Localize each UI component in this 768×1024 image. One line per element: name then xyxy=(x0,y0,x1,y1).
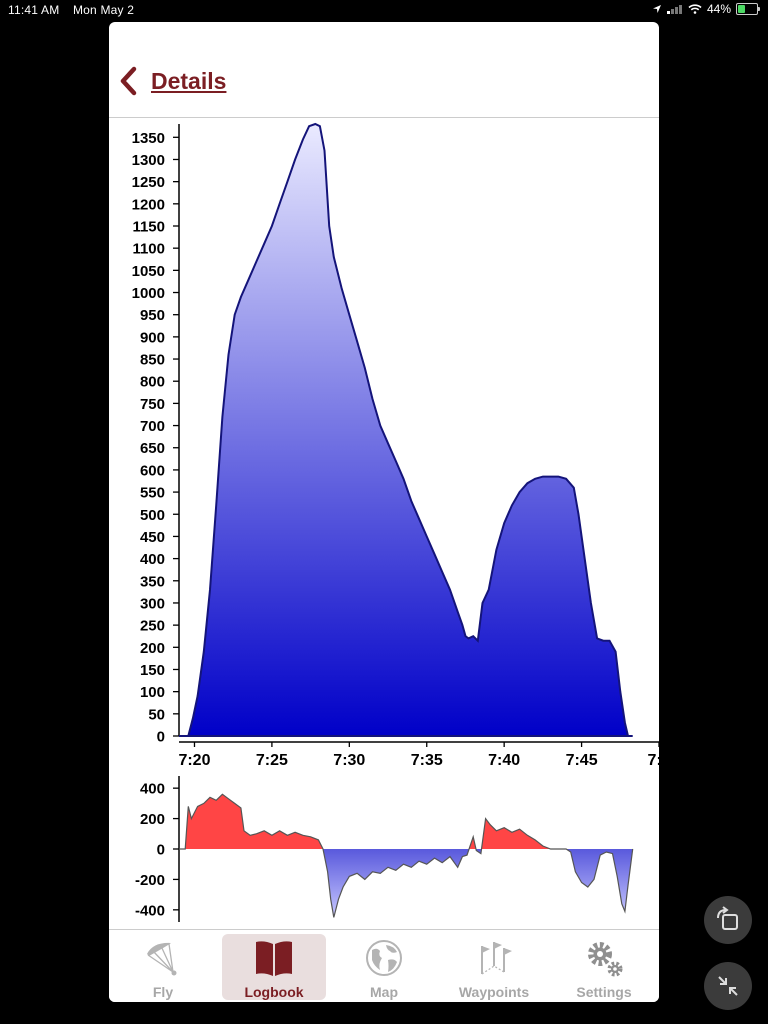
wifi-icon xyxy=(688,4,702,14)
altitude-y-tick-label: 300 xyxy=(140,595,165,612)
altitude-y-tick-label: 1350 xyxy=(132,130,165,147)
altitude-y-tick-label: 1000 xyxy=(132,285,165,302)
altitude-y-tick-label: 800 xyxy=(140,374,165,391)
vario-y-tick-label: -200 xyxy=(135,872,165,889)
vario-y-tick-label: 400 xyxy=(140,781,165,798)
vario-sink-area xyxy=(179,849,633,918)
battery-icon xyxy=(736,3,760,15)
altitude-y-tick-label: 1050 xyxy=(132,263,165,280)
altitude-x-tick-label: 7:35 xyxy=(411,752,443,769)
altitude-y-tick-label: 0 xyxy=(157,729,165,746)
rotate-icon xyxy=(717,906,738,930)
vario-y-tick-label: -400 xyxy=(135,902,165,919)
vario-y-axis: 400 200 0 -200 -400 xyxy=(135,776,180,922)
altitude-y-tick-label: 1150 xyxy=(132,219,165,236)
altitude-chart: 0 50 100 150 200 250 300 350 400 450 500 550 600 650 7… xyxy=(132,122,659,769)
altitude-x-tick-label: 7:25 xyxy=(256,752,288,769)
altitude-y-tick-label: 450 xyxy=(140,529,165,546)
altitude-y-axis: 0 50 100 150 200 250 300 350 400 450 500 550 600 650 7… xyxy=(132,124,180,746)
altitude-y-tick-label: 850 xyxy=(140,352,165,369)
chevron-left-icon xyxy=(120,66,137,96)
status-time: 11:41 AM xyxy=(8,3,60,17)
altitude-x-tick-label: 7:40 xyxy=(488,752,520,769)
altitude-y-tick-label: 1100 xyxy=(132,241,165,258)
collapse-arrows-icon xyxy=(718,976,738,996)
altitude-x-axis: 7:20 7:25 7:30 7:35 7:40 7:45 7:5 xyxy=(178,741,659,769)
tab-settings[interactable]: Settings xyxy=(552,934,656,1000)
altitude-y-tick-label: 50 xyxy=(148,706,165,723)
altitude-y-tick-label: 1200 xyxy=(132,196,165,213)
gears-icon xyxy=(588,942,623,977)
status-right: 44% xyxy=(652,2,760,16)
back-button[interactable]: Details xyxy=(117,66,226,96)
altitude-y-tick-label: 250 xyxy=(140,618,165,635)
altitude-y-tick-label: 500 xyxy=(140,507,165,524)
altitude-y-tick-label: 750 xyxy=(140,396,165,413)
rotate-button[interactable] xyxy=(704,896,752,944)
tab-map[interactable]: Map xyxy=(332,934,436,1000)
tab-fly[interactable]: Fly xyxy=(111,934,215,1000)
altitude-y-tick-label: 700 xyxy=(140,418,165,435)
book-icon xyxy=(256,941,292,976)
collapse-button[interactable] xyxy=(704,962,752,1010)
status-left: 11:41 AM Mon May 2 xyxy=(8,3,144,17)
tab-waypoints[interactable]: Waypoints xyxy=(442,934,546,1000)
details-panel: Details 0 50 100 150 200 250 300 350 400 450 500 55… xyxy=(109,22,659,1002)
tab-logbook-label: Logbook xyxy=(244,984,304,1000)
paraglider-icon xyxy=(147,942,177,976)
status-bar: 11:41 AM Mon May 2 44% xyxy=(0,0,768,20)
altitude-y-tick-label: 1300 xyxy=(132,152,165,169)
tab-settings-label: Settings xyxy=(576,984,632,1000)
altitude-x-tick-label: 7:30 xyxy=(333,752,365,769)
altitude-y-tick-label: 100 xyxy=(140,684,165,701)
tab-map-label: Map xyxy=(370,984,398,1000)
altitude-x-tick-label: 7:45 xyxy=(566,752,598,769)
tab-logbook[interactable]: Logbook xyxy=(222,934,326,1000)
status-date: Mon May 2 xyxy=(72,3,135,17)
altitude-y-tick-label: 950 xyxy=(140,307,165,324)
vario-climb-area xyxy=(179,794,633,849)
cell-signal-icon xyxy=(666,5,682,14)
tab-bar: Fly Logbook Map Waypoints xyxy=(109,929,659,1002)
altitude-area xyxy=(179,122,633,737)
location-arrow-icon xyxy=(652,5,661,13)
altitude-y-tick-label: 400 xyxy=(140,551,165,568)
vario-y-tick-label: 200 xyxy=(140,811,165,828)
vario-chart: 400 200 0 -200 -400 xyxy=(135,776,634,922)
tab-waypoints-label: Waypoints xyxy=(458,984,530,1000)
globe-icon xyxy=(366,940,402,976)
altitude-y-tick-label: 200 xyxy=(140,640,165,657)
altitude-y-tick-label: 900 xyxy=(140,329,165,346)
tab-fly-label: Fly xyxy=(152,984,174,1000)
altitude-y-tick-label: 150 xyxy=(140,662,165,679)
altitude-x-tick-label: 7:5 xyxy=(647,752,659,769)
altitude-y-tick-label: 600 xyxy=(140,462,165,479)
flags-icon xyxy=(481,942,512,975)
altitude-x-tick-label: 7:20 xyxy=(178,752,210,769)
vario-line xyxy=(179,793,634,918)
vario-y-tick-label: 0 xyxy=(157,842,165,859)
altitude-y-tick-label: 1250 xyxy=(132,174,165,191)
altitude-y-tick-label: 550 xyxy=(140,485,165,502)
altitude-y-tick-label: 350 xyxy=(140,573,165,590)
altitude-y-tick-label: 650 xyxy=(140,440,165,457)
battery-percent: 44% xyxy=(706,2,731,16)
nav-bar: Details xyxy=(109,22,659,118)
back-label: Details xyxy=(151,67,227,94)
